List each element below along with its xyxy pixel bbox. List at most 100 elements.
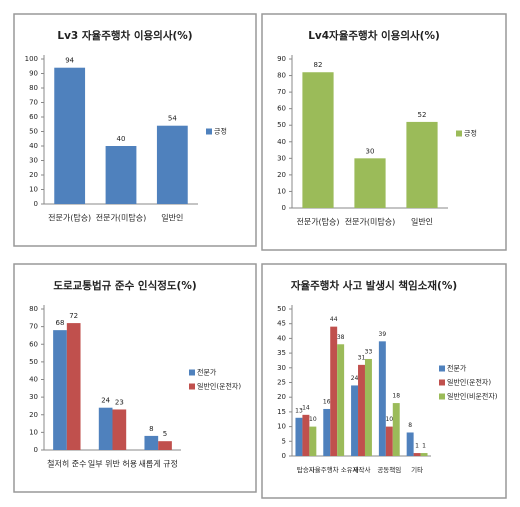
x-tick-label: 철저히 준수 <box>47 459 86 469</box>
bar <box>364 358 372 456</box>
x-tick-label: 탑승자 <box>297 465 315 474</box>
data-label: 24 <box>351 375 359 382</box>
data-label: 18 <box>392 393 400 400</box>
legend-label: 전문가 <box>447 364 467 373</box>
data-label: 44 <box>330 316 338 323</box>
data-label: 82 <box>314 61 323 69</box>
y-tick-label: 30 <box>277 154 286 162</box>
y-tick-label: 20 <box>29 171 38 179</box>
data-label: 94 <box>65 57 74 65</box>
bar <box>53 330 67 450</box>
y-tick-label: 60 <box>277 105 286 113</box>
bar <box>413 453 421 456</box>
y-tick-label: 40 <box>29 376 38 384</box>
chart-title: Lv4자율주행차 이용의사(%) <box>308 29 440 42</box>
legend-label: 일반인(비운전자) <box>447 392 498 401</box>
legend-swatch <box>206 128 212 135</box>
y-tick-label: 20 <box>277 171 286 179</box>
bar <box>378 341 386 456</box>
y-tick-label: 10 <box>277 423 286 431</box>
y-tick-label: 70 <box>277 88 286 96</box>
legend-swatch <box>439 379 445 386</box>
data-label: 5 <box>163 430 167 438</box>
data-label: 23 <box>115 398 124 406</box>
y-tick-label: 100 <box>25 55 38 63</box>
bar <box>323 408 331 456</box>
y-tick-label: 5 <box>282 437 286 445</box>
y-tick-label: 60 <box>29 113 38 121</box>
legend-swatch <box>439 393 445 400</box>
y-tick-label: 30 <box>29 393 38 401</box>
panel-frame <box>13 263 257 493</box>
y-tick-label: 45 <box>277 320 286 328</box>
data-label: 72 <box>69 312 78 320</box>
y-tick-label: 70 <box>29 99 38 107</box>
bar <box>98 407 113 450</box>
chart-title: Lv3 자율주행차 이용의사(%) <box>57 29 192 42</box>
bar <box>295 417 303 456</box>
legend-swatch <box>189 383 195 390</box>
data-label: 33 <box>365 348 373 355</box>
bar <box>156 125 188 204</box>
y-tick-label: 30 <box>29 157 38 165</box>
legend-label: 긍정 <box>214 127 227 136</box>
legend-swatch <box>189 369 195 376</box>
bar <box>337 344 345 456</box>
bar <box>385 426 393 456</box>
bar <box>302 72 334 208</box>
y-tick-label: 35 <box>277 349 286 357</box>
x-tick-label: 전문가(탑승) <box>48 213 91 223</box>
legend-swatch <box>439 365 445 372</box>
data-label: 1 <box>422 443 426 450</box>
bar <box>66 323 81 450</box>
data-label: 10 <box>309 416 317 423</box>
data-label: 31 <box>358 354 366 361</box>
chart-title: 도로교통법규 준수 인식정도(%) <box>53 279 196 292</box>
y-tick-label: 30 <box>277 364 286 372</box>
x-tick-label: 일반인 <box>161 213 183 223</box>
y-tick-label: 40 <box>277 334 286 342</box>
y-tick-label: 15 <box>277 408 286 416</box>
data-label: 40 <box>117 135 126 143</box>
data-label: 14 <box>302 404 310 411</box>
x-tick-label: 새롭게 규정 <box>138 459 177 469</box>
bar <box>54 67 86 204</box>
y-tick-label: 50 <box>277 121 286 129</box>
x-tick-label: 일부 위반 허용 <box>88 460 137 469</box>
y-tick-label: 80 <box>277 72 286 80</box>
data-label: 54 <box>168 115 177 123</box>
y-tick-label: 50 <box>29 128 38 136</box>
data-label: 30 <box>366 147 375 155</box>
x-tick-label: 자율주행차 소유자 <box>309 465 359 474</box>
y-tick-label: 0 <box>282 452 286 460</box>
bar <box>302 414 310 456</box>
y-tick-label: 10 <box>29 428 38 436</box>
bar <box>354 158 386 208</box>
data-label: 8 <box>408 422 412 429</box>
y-tick-label: 10 <box>29 186 38 194</box>
legend-label: 일반인(운전자) <box>447 378 491 387</box>
bar <box>406 432 414 456</box>
y-tick-label: 90 <box>277 55 286 63</box>
x-tick-label: 전문가(미탑승) <box>345 217 395 227</box>
y-tick-label: 0 <box>282 204 286 212</box>
y-tick-label: 80 <box>29 305 38 313</box>
y-tick-label: 0 <box>34 200 38 208</box>
bar <box>105 146 137 204</box>
bar <box>392 403 400 456</box>
bar <box>406 121 438 208</box>
legend-label: 일반인(운전자) <box>197 382 241 391</box>
x-tick-label: 전문가(미탑승) <box>96 213 146 223</box>
data-label: 68 <box>56 319 65 327</box>
x-tick-label: 공동책임 <box>377 465 401 474</box>
y-tick-label: 60 <box>29 340 38 348</box>
bar <box>158 441 172 450</box>
x-tick-label: 제작사 <box>353 465 371 474</box>
y-tick-label: 20 <box>277 393 286 401</box>
data-label: 16 <box>323 398 331 405</box>
y-tick-label: 0 <box>34 446 38 454</box>
y-tick-label: 25 <box>277 379 286 387</box>
data-label: 39 <box>379 331 387 338</box>
y-tick-label: 20 <box>29 411 38 419</box>
